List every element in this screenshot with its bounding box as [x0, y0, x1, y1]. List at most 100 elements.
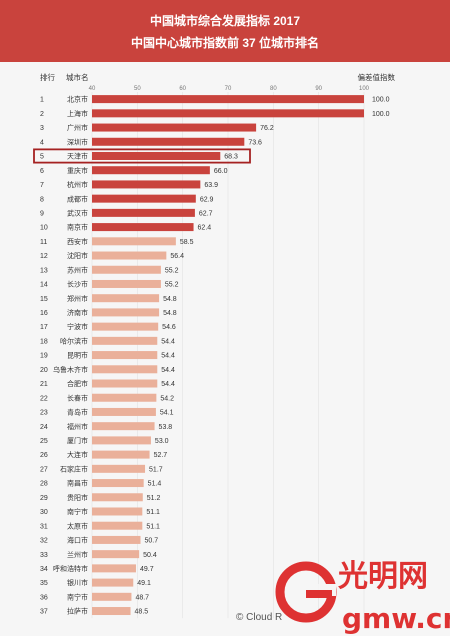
- value-label: 100.0: [372, 97, 390, 104]
- value-label: 49.7: [140, 566, 154, 573]
- rank-label: 14: [40, 282, 48, 289]
- rank-label: 3: [40, 125, 44, 132]
- city-label: 长春市: [67, 393, 88, 402]
- rank-column-header: 排行: [40, 72, 55, 82]
- value-label: 52.7: [154, 452, 168, 459]
- value-label: 55.2: [165, 267, 179, 274]
- city-label: 哈尔滨市: [60, 336, 88, 345]
- value-label: 51.1: [146, 523, 160, 530]
- bar: [92, 336, 158, 345]
- city-label: 太原市: [67, 521, 88, 530]
- bar: [92, 592, 132, 601]
- value-label: 58.5: [180, 239, 194, 246]
- city-label: 厦门市: [67, 436, 88, 445]
- bar: [92, 208, 195, 217]
- rank-label: 10: [40, 225, 48, 232]
- value-label: 51.4: [148, 481, 162, 488]
- rank-label: 6: [40, 168, 44, 175]
- city-label: 武汉市: [67, 208, 88, 217]
- value-label: 62.7: [199, 210, 213, 217]
- city-label: 沈阳市: [67, 251, 88, 260]
- bar: [92, 436, 151, 445]
- value-label: 55.2: [165, 282, 179, 289]
- bar: [92, 109, 364, 118]
- city-label: 大连市: [67, 450, 88, 459]
- bar: [92, 450, 150, 459]
- rank-label: 22: [40, 395, 48, 402]
- bar: [92, 521, 143, 530]
- rank-label: 30: [40, 509, 48, 516]
- city-label: 兰州市: [67, 550, 88, 559]
- value-label: 54.4: [161, 367, 175, 374]
- bar: [92, 237, 176, 246]
- gmw-watermark-logo: 光明网 gmw.cn: [275, 559, 450, 635]
- city-label: 宁波市: [67, 322, 88, 331]
- value-label: 73.6: [248, 139, 262, 146]
- value-label: 54.1: [160, 410, 174, 417]
- value-label: 51.1: [146, 509, 160, 516]
- city-label: 南宁市: [67, 592, 88, 601]
- value-label: 62.9: [200, 196, 214, 203]
- value-label: 54.4: [161, 381, 175, 388]
- x-tick-label: 80: [270, 86, 277, 92]
- chart-subtitle: 中国中心城市指数前 37 位城市排名: [130, 36, 320, 50]
- city-label: 海口市: [67, 536, 88, 545]
- rank-label: 37: [40, 609, 48, 616]
- bar: [92, 550, 140, 559]
- city-label: 郑州市: [67, 294, 88, 303]
- rank-label: 27: [40, 466, 48, 473]
- rank-label: 24: [40, 424, 48, 431]
- rank-label: 4: [40, 139, 44, 146]
- bar: [92, 123, 257, 132]
- value-label: 68.3: [224, 154, 238, 161]
- bar: [92, 251, 167, 260]
- bar: [92, 422, 155, 431]
- rank-label: 17: [40, 324, 48, 331]
- rank-label: 13: [40, 267, 48, 274]
- rank-label: 8: [40, 196, 44, 203]
- value-label: 51.2: [147, 495, 161, 502]
- rank-label: 34: [40, 566, 48, 573]
- bar: [92, 607, 131, 616]
- rank-label: 36: [40, 594, 48, 601]
- city-label: 西安市: [67, 237, 88, 246]
- city-label: 青岛市: [67, 408, 88, 417]
- bar: [92, 151, 221, 160]
- value-label: 53.8: [159, 424, 173, 431]
- city-label: 天津市: [67, 152, 88, 161]
- value-label: 54.8: [163, 296, 177, 303]
- value-label: 76.2: [260, 125, 274, 132]
- city-label: 银川市: [67, 578, 88, 587]
- city-label: 呼和浩特市: [53, 564, 88, 573]
- rank-label: 16: [40, 310, 48, 317]
- bar: [92, 166, 210, 175]
- bar: [92, 194, 196, 203]
- value-label: 63.9: [204, 182, 218, 189]
- logo-g-bar: [306, 590, 332, 598]
- logo-chinese-text: 光明网: [338, 559, 428, 594]
- city-label: 北京市: [67, 95, 88, 104]
- rank-label: 32: [40, 538, 48, 545]
- city-label: 杭州市: [67, 180, 88, 189]
- value-label: 54.6: [162, 324, 176, 331]
- value-label: 50.4: [143, 552, 157, 559]
- city-label: 成都市: [67, 194, 88, 203]
- x-tick-label: 100: [359, 86, 370, 92]
- city-label: 合肥市: [67, 379, 88, 388]
- x-tick-label: 50: [134, 86, 141, 92]
- value-label: 62.4: [198, 225, 212, 232]
- city-label: 福州市: [67, 422, 88, 431]
- city-label: 拉萨市: [67, 607, 88, 616]
- rank-label: 19: [40, 353, 48, 360]
- rank-label: 7: [40, 182, 44, 189]
- value-label: 100.0: [372, 111, 390, 118]
- value-label: 49.1: [137, 580, 151, 587]
- value-label: 54.8: [163, 310, 177, 317]
- x-tick-label: 40: [89, 86, 96, 92]
- rank-label: 12: [40, 253, 48, 260]
- rank-label: 5: [40, 154, 44, 161]
- chart-title: 中国城市综合发展指标 2017: [149, 14, 301, 28]
- value-label: 53.0: [155, 438, 169, 445]
- rank-label: 9: [40, 210, 44, 217]
- city-column-header: 城市名: [66, 72, 89, 82]
